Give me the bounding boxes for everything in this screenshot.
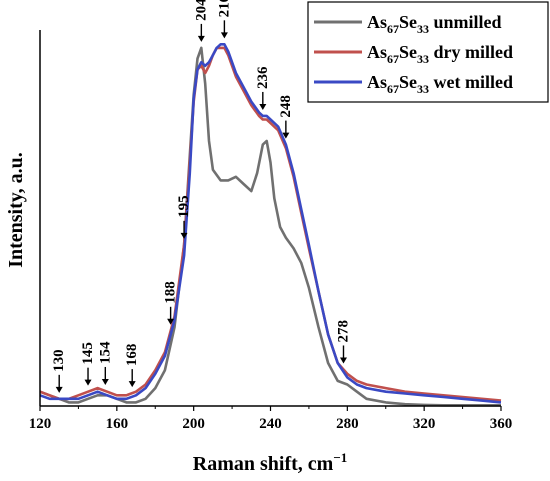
y-axis-title: Intensity, a.u. (5, 152, 27, 268)
peak-annotation-204: 204 (193, 0, 209, 42)
peak-annotation-145: 145 (80, 342, 96, 386)
x-tick-label: 160 (106, 416, 129, 432)
series-layer (39, 43, 502, 407)
x-tick-label: 240 (259, 416, 282, 432)
peak-label: 248 (278, 95, 294, 118)
x-axis-title: Raman shift, cm−1 (193, 450, 347, 475)
peak-annotation-188: 188 (163, 281, 179, 325)
peak-arrow-head (55, 386, 63, 393)
peak-arrow-head (259, 103, 267, 110)
peak-label: 236 (255, 66, 271, 89)
legend-text-part: 33 (417, 52, 429, 66)
series-line-2 (39, 43, 502, 404)
legend-label-0: As67Se33 unmilled (367, 12, 502, 36)
legend-text-part: 33 (417, 22, 429, 36)
x-tick-label: 280 (336, 416, 359, 432)
peak-arrow-head (339, 357, 347, 364)
peak-arrow-head (84, 379, 92, 386)
legend-text-part: unmilled (429, 12, 502, 32)
peak-arrow-head (220, 32, 228, 39)
axes: 120 160 200 240 280 320 360 (29, 30, 513, 432)
legend-text-part: As (367, 42, 387, 62)
peak-label: 188 (163, 281, 179, 304)
legend-label-1: As67Se33 dry milled (367, 42, 513, 66)
peak-annotations: 130 145 154 168 188 195 204 216 236 248 278 (51, 0, 351, 393)
peak-annotation-278: 278 (335, 320, 351, 364)
peak-label: 216 (216, 0, 232, 17)
x-tick-label: 200 (182, 416, 205, 432)
legend-text-part: As (367, 72, 387, 92)
legend-text-part: 67 (387, 22, 399, 36)
legend-text-part: Se (399, 42, 417, 62)
legend-text-part: 33 (417, 82, 429, 96)
peak-label: 278 (335, 320, 351, 343)
peak-annotation-195: 195 (176, 195, 192, 239)
legend-text-part: 67 (387, 52, 399, 66)
peak-annotation-130: 130 (51, 349, 67, 393)
legend-text-part: As (367, 12, 387, 32)
legend-label-2: As67Se33 wet milled (367, 72, 513, 96)
x-tick-label: 120 (29, 416, 52, 432)
peak-label: 195 (176, 195, 192, 218)
peak-annotation-248: 248 (278, 95, 294, 139)
peak-arrow-head (167, 318, 175, 325)
peak-label: 168 (124, 344, 140, 367)
legend-text-part: wet milled (429, 72, 513, 92)
peak-label: 204 (193, 0, 209, 21)
legend-text-part: Se (399, 12, 417, 32)
peak-annotation-216: 216 (216, 0, 232, 39)
peak-arrow-head (180, 232, 188, 239)
peak-arrow-head (101, 378, 109, 385)
peak-label: 145 (80, 342, 96, 365)
x-axis-title-main: Raman shift, cm (193, 453, 334, 475)
peak-annotation-168: 168 (124, 344, 140, 388)
legend-text-part: dry milled (429, 42, 513, 62)
x-axis-title-unit-superscript: −1 (333, 450, 347, 465)
legend-text-part: Se (399, 72, 417, 92)
peak-label: 154 (97, 341, 113, 364)
series-line-1 (39, 46, 502, 402)
peak-label: 130 (51, 349, 67, 372)
legend-text-part: 67 (387, 82, 399, 96)
x-tick-label: 320 (413, 416, 436, 432)
peak-arrow-head (282, 132, 290, 139)
peak-arrow-head (197, 35, 205, 42)
x-tick-label: 360 (490, 416, 513, 432)
peak-annotation-154: 154 (97, 341, 113, 385)
peak-arrow-head (128, 381, 136, 388)
peak-annotation-236: 236 (255, 66, 271, 110)
